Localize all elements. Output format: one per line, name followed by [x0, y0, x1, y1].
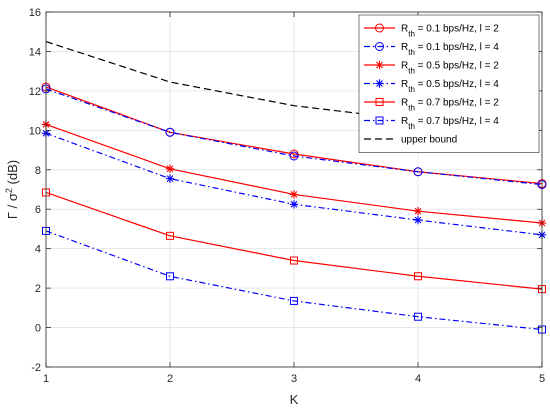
series-6 [42, 226, 546, 334]
data-point-circle [375, 42, 384, 51]
star-stroke [290, 191, 298, 198]
y-tick-label: 0 [35, 323, 41, 335]
x-tick-label: 3 [291, 373, 297, 385]
y-tick-label: 6 [35, 204, 41, 216]
legend-entry: Rth = 0.5 bps/Hz, l = 2 [364, 60, 499, 76]
legend-entry: Rth = 0.1 bps/Hz, l = 4 [364, 42, 499, 57]
series-line [45, 230, 543, 331]
series-line [45, 191, 543, 290]
legend-entry: Rth = 0.1 bps/Hz, l = 2 [364, 23, 499, 39]
data-point-circle [165, 127, 175, 137]
x-tick-label: 4 [415, 373, 421, 385]
legend-entry: Rth = 0.7 bps/Hz, l = 2 [364, 98, 499, 113]
data-point-star [165, 174, 175, 183]
star-stroke [166, 175, 174, 183]
data-point-circle [289, 151, 299, 161]
legend-label: Rth = 0.1 bps/Hz, l = 4 [401, 42, 499, 57]
data-point-square [414, 312, 422, 321]
data-point-square [166, 272, 174, 281]
data-point-circle [413, 167, 423, 177]
star-stroke [376, 61, 383, 69]
legend-box [358, 14, 540, 153]
y-tick-label: 8 [35, 165, 41, 177]
data-point-star [413, 215, 423, 225]
legend-entry: Rth = 0.7 bps/Hz, l = 4 [364, 116, 499, 131]
y-axis-label-main: Γ / σ [5, 193, 20, 219]
data-point-square [375, 98, 384, 106]
legend: Rth = 0.1 bps/Hz, l = 2 Rth = 0.1 bps/Hz,… [358, 14, 540, 153]
y-axis-label-unit: (dB) [5, 160, 20, 188]
data-point-star [289, 200, 299, 209]
data-point-circle [375, 23, 384, 33]
data-point-square [166, 231, 174, 240]
x-tick-label: 5 [539, 373, 545, 385]
data-point-star [289, 190, 299, 199]
y-tick-label: 10 [29, 125, 41, 137]
data-point-star [413, 206, 423, 216]
star-stroke [376, 80, 383, 87]
star-stroke [414, 207, 422, 215]
y-axis-label-sup: 2 [4, 188, 14, 193]
x-axis-label: K [290, 392, 299, 407]
legend-label: Rth = 0.7 bps/Hz, l = 4 [401, 116, 499, 131]
star-stroke [290, 200, 298, 208]
legend-entry: upper bound [364, 135, 457, 146]
y-tick-label: 4 [35, 244, 41, 256]
data-point-star [375, 60, 384, 70]
legend-entry: Rth = 0.5 bps/Hz, l = 4 [364, 79, 499, 94]
data-point-square [290, 296, 298, 305]
star-stroke [414, 216, 422, 224]
legend-label: Rth = 0.5 bps/Hz, l = 2 [401, 61, 499, 76]
y-tick-label: -2 [31, 362, 41, 374]
legend-label: Rth = 0.5 bps/Hz, l = 4 [401, 79, 499, 94]
series-line [45, 88, 543, 186]
data-point-square [375, 116, 384, 125]
data-point-star [165, 164, 175, 173]
legend-label: Rth = 0.1 bps/Hz, l = 2 [401, 24, 499, 39]
y-tick-label: 12 [29, 86, 41, 98]
y-tick-label: 2 [35, 283, 41, 295]
x-tick-label: 2 [167, 373, 173, 385]
legend-label: upper bound [401, 135, 457, 146]
data-point-star [375, 79, 384, 88]
star-stroke [166, 165, 174, 173]
x-tick-label: 1 [43, 373, 49, 385]
y-tick-label: 16 [29, 7, 41, 19]
data-point-square [290, 256, 298, 265]
data-point-square [414, 272, 422, 281]
legend-label: Rth = 0.7 bps/Hz, l = 2 [401, 98, 499, 113]
y-tick-label: 14 [29, 46, 41, 58]
y-axis-label: Γ / σ2 (dB) [4, 160, 20, 219]
